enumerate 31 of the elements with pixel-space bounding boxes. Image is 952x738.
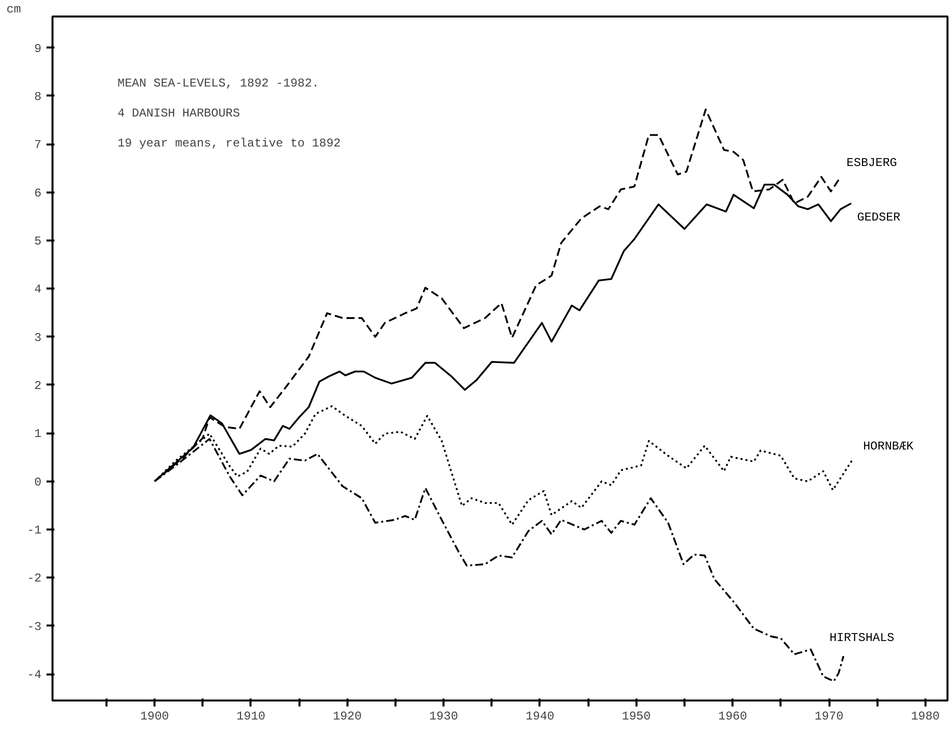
y-tick-label: -2 — [27, 572, 42, 586]
series-label: HIRTSHALS — [829, 631, 894, 646]
y-tick-label: -1 — [27, 524, 42, 538]
x-tick-label: 1920 — [332, 710, 362, 724]
text: MEAN SEA-LEVELS, 1892 -1982. — [118, 76, 320, 90]
x-tick-label: 1930 — [429, 710, 458, 724]
y-tick-label: 0 — [34, 475, 42, 490]
y-tick-label: -3 — [27, 620, 42, 634]
series-label: ESBJERG — [846, 156, 897, 170]
y-tick-label: 4 — [34, 282, 42, 297]
y-tick-label: 5 — [34, 234, 42, 248]
x-tick-label: 1900 — [140, 710, 170, 724]
x-tick-label: 1980 — [910, 710, 940, 724]
x-tick-label: 1960 — [718, 710, 748, 724]
y-tick-label: 9 — [34, 42, 42, 56]
x-tick-label: 1910 — [236, 710, 266, 724]
y-tick-label: 8 — [34, 90, 42, 104]
series-label: HORNBÆK — [863, 440, 914, 454]
text: 4 DANISH HARBOURS — [118, 106, 240, 120]
y-tick-label: 1 — [34, 427, 42, 442]
y-axis-title: cm — [6, 2, 21, 16]
annotation: 19 year means, relative to 1892 — [118, 136, 341, 150]
x-tick-label: 1940 — [526, 710, 554, 724]
y-tick-label: 2 — [34, 378, 42, 393]
y-tick-label: 3 — [34, 330, 42, 345]
x-tick-label: 1970 — [814, 710, 844, 724]
series-label: GEDSER — [857, 210, 900, 224]
y-tick-label: 6 — [34, 186, 42, 200]
y-tick-label: -4 — [27, 668, 42, 682]
y-tick-label: 7 — [34, 138, 42, 152]
x-tick-label: 1950 — [622, 710, 651, 724]
